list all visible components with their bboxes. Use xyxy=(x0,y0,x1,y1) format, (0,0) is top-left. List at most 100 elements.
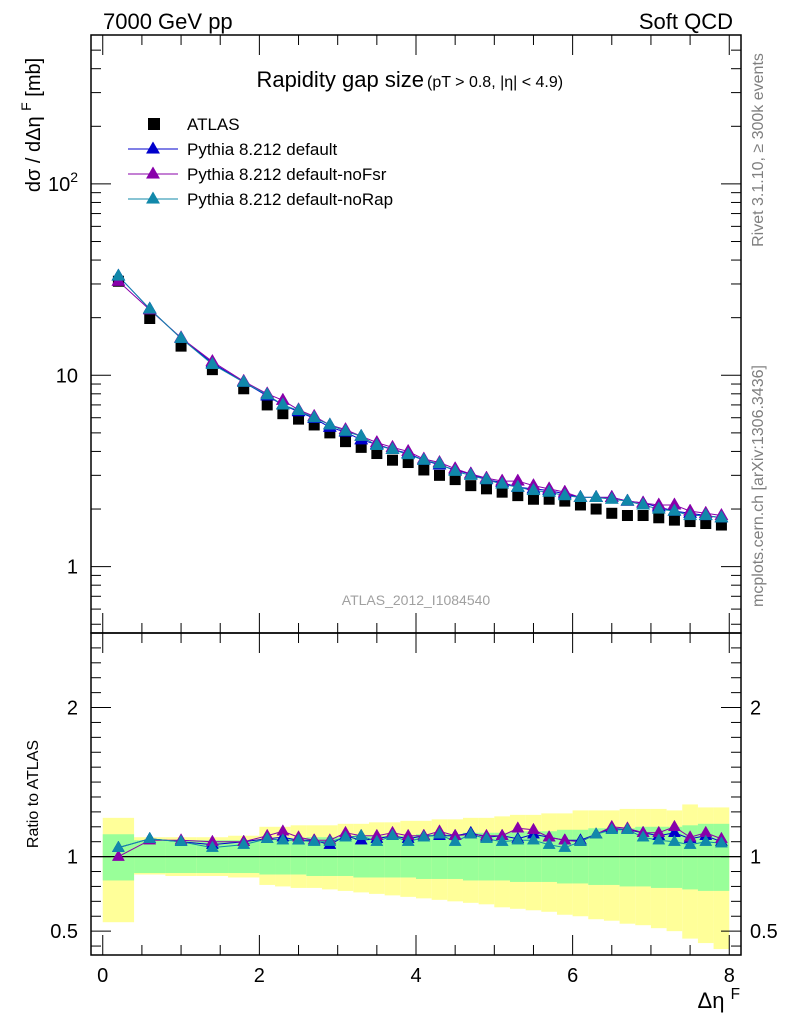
ratio-y-tick-label: 0.5 xyxy=(50,921,78,943)
atlas-data-point xyxy=(668,514,680,526)
header-left: 7000 GeV pp xyxy=(103,9,233,34)
ratio-y-axis-label: Ratio to ATLAS xyxy=(25,740,42,848)
ratio-series-point xyxy=(699,834,713,846)
ratio-series-point xyxy=(526,833,540,845)
atlas-data-point xyxy=(402,457,414,469)
x-tick-label: 8 xyxy=(724,965,735,987)
main-title-note: (pT > 0.8, |η| < 4.9) xyxy=(427,74,563,91)
superscript: F xyxy=(18,102,34,111)
ratio-series-point xyxy=(111,840,125,852)
main-series-point xyxy=(291,402,306,416)
main-series-point xyxy=(236,374,251,387)
main-series-point xyxy=(604,491,619,504)
main-y-tick-label: 10 xyxy=(56,365,78,387)
main-series-point xyxy=(322,417,337,430)
atlas-data-point xyxy=(449,474,461,486)
atlas-data-point xyxy=(261,399,273,411)
ratio-series-point xyxy=(464,827,478,839)
atlas-data-point xyxy=(433,469,445,481)
ratio-axis-ticks: 0.5 0.5 1 1 2 2 0 2 4 6 8 xyxy=(50,632,778,987)
ratio-series-point xyxy=(448,834,462,846)
ratio-series-point xyxy=(307,834,321,846)
legend-label: Pythia 8.212 default xyxy=(187,140,338,159)
atlas-data-point xyxy=(238,383,250,395)
ratio-series-point xyxy=(292,833,306,845)
atlas-data-point xyxy=(606,507,618,519)
atlas-data-point xyxy=(637,510,649,522)
ratio-series-point xyxy=(205,840,219,852)
ratio-series-point xyxy=(605,822,619,834)
ratio-series-point xyxy=(495,834,509,846)
main-series-point xyxy=(651,501,666,514)
ratio-series-point xyxy=(417,830,431,842)
ratio-series-point xyxy=(323,834,337,846)
main-title: Rapidity gap size xyxy=(256,67,424,92)
main-series-point xyxy=(205,356,220,369)
label-rest: [mb] xyxy=(23,58,45,102)
main-series-point xyxy=(260,387,275,400)
atlas-data-point xyxy=(621,510,633,522)
main-series-point xyxy=(667,503,682,516)
main-series-point xyxy=(557,488,572,501)
ratio-series-point xyxy=(339,830,353,842)
ratio-series-point xyxy=(354,828,368,840)
legend-label: Pythia 8.212 default-noRap xyxy=(187,190,393,209)
main-series-point xyxy=(307,410,322,423)
ratio-y-tick-label-right: 1 xyxy=(750,847,761,869)
atlas-data-point xyxy=(418,464,430,476)
ratio-inner-band xyxy=(697,823,714,891)
ratio-panel: 0.5 0.5 1 1 2 2 0 2 4 6 8 Ratio to ATLAS Δη F xyxy=(25,632,778,1013)
legend-marker xyxy=(145,141,161,154)
legend-label: Pythia 8.212 default-noFsr xyxy=(187,165,387,184)
ratio-series-point xyxy=(667,819,681,832)
x-tick-label: 2 xyxy=(254,965,265,987)
ratio-y-tick-label: 2 xyxy=(67,698,78,720)
rivet-label: Rivet 3.1.10, ≥ 300k events xyxy=(750,53,767,247)
ratio-series-point xyxy=(542,837,556,849)
x-axis-label-text: Δη xyxy=(698,988,725,1013)
atlas-data-point xyxy=(684,516,696,528)
main-series-point xyxy=(495,476,510,489)
atlas-data-point xyxy=(559,495,571,507)
main-series-point xyxy=(698,507,713,521)
ratio-series-point xyxy=(370,834,384,846)
atlas-data-point xyxy=(527,493,539,505)
ratio-series-point xyxy=(111,849,125,861)
main-series-line xyxy=(118,280,722,517)
main-series-line xyxy=(118,275,722,519)
main-panel: 1 10 102 Rapidity gap size (pT > 0.8, |η| … xyxy=(18,34,742,634)
main-series-point xyxy=(620,493,635,506)
atlas-data-point xyxy=(590,503,602,515)
ratio-series-point xyxy=(511,833,525,845)
atlas-data-point xyxy=(574,499,586,511)
superscript: F xyxy=(731,986,740,1003)
main-series-point xyxy=(510,479,525,492)
ratio-frame xyxy=(90,632,742,956)
main-series-point xyxy=(142,301,157,314)
x-tick-label: 0 xyxy=(97,965,108,987)
analysis-id: ATLAS_2012_I1084540 xyxy=(342,592,491,608)
header-right: Soft QCD xyxy=(639,9,733,34)
ratio-series-point xyxy=(652,833,666,845)
atlas-data-point xyxy=(308,419,320,431)
main-series-point xyxy=(479,471,494,485)
atlas-data-point xyxy=(653,512,665,524)
main-series-point xyxy=(369,437,384,450)
main-series-point xyxy=(275,397,290,410)
x-axis-label: Δη F xyxy=(698,986,740,1013)
ratio-series-point xyxy=(589,827,603,839)
ratio-series-point xyxy=(683,837,697,849)
atlas-data-point xyxy=(324,427,336,439)
main-series-point xyxy=(111,268,126,281)
main-series-point xyxy=(385,441,400,454)
main-series-point xyxy=(338,423,353,436)
atlas-data-point xyxy=(371,448,383,460)
ratio-y-tick-label-right: 0.5 xyxy=(750,921,778,943)
atlas-data-point xyxy=(340,436,352,448)
ratio-series-point xyxy=(174,834,188,846)
main-series-point xyxy=(174,330,189,343)
main-series-marks xyxy=(111,268,729,531)
atlas-data-point xyxy=(480,483,492,495)
legend-marker xyxy=(145,166,161,179)
